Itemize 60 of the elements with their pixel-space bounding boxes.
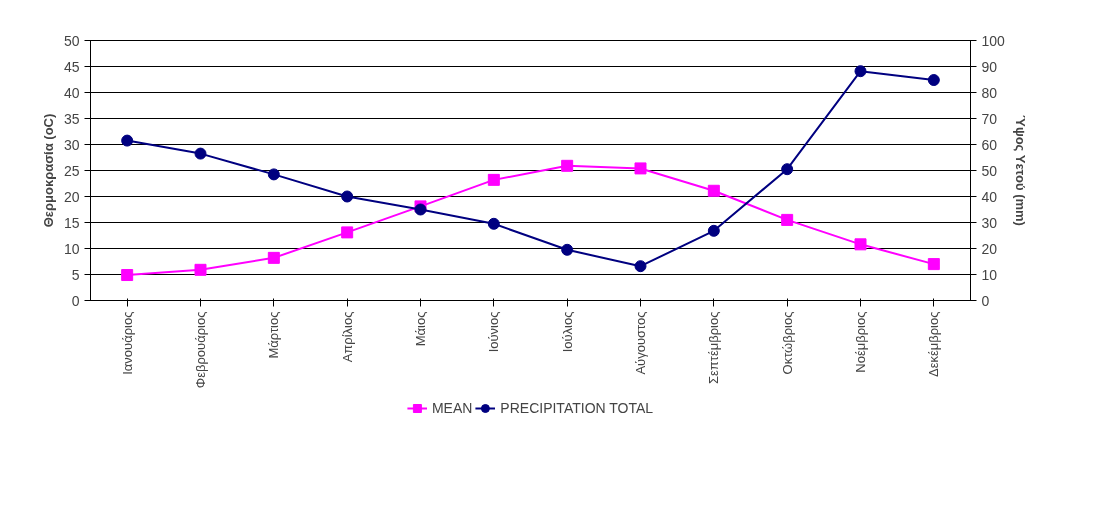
y-tick-label: 50 xyxy=(63,32,80,49)
x-tick-label: Νοέμβριος xyxy=(853,311,868,373)
point xyxy=(267,168,280,181)
point xyxy=(561,243,574,256)
point xyxy=(707,224,720,237)
y2-tick-label: 30 xyxy=(981,214,998,231)
y-tick-label: 15 xyxy=(63,214,80,231)
point xyxy=(194,263,207,276)
point xyxy=(781,213,794,226)
y2-tick-label: 90 xyxy=(981,58,998,75)
x-tick-label: Δεκέμβριος xyxy=(926,311,942,378)
y-tick-label: 20 xyxy=(63,188,80,205)
x-tick-label: Φεβρουάριος xyxy=(193,311,208,389)
y2-tick-label: 10 xyxy=(981,266,998,283)
point xyxy=(927,258,940,271)
y2-tick-label: 60 xyxy=(981,136,998,153)
x-tick-label: Ιανουάριος xyxy=(119,311,135,375)
point xyxy=(341,226,354,239)
point xyxy=(121,269,134,282)
point xyxy=(267,251,280,264)
y2-tick-label: 50 xyxy=(981,162,998,179)
y2-tick-label: 80 xyxy=(981,84,998,101)
legend-label: MEAN xyxy=(431,400,473,416)
x-tick-label: Σεπτέμβριος xyxy=(706,311,722,384)
y-axis-title: Θερμοκρασία (oC) xyxy=(40,113,56,228)
legend-label: PRECIPITATION TOTAL xyxy=(500,400,654,416)
y-tick-label: 25 xyxy=(63,162,80,179)
x-tick-label: Ιούλιος xyxy=(559,311,575,353)
point xyxy=(561,159,574,172)
point xyxy=(194,147,207,160)
x-tick-label: Μάρτιος xyxy=(266,311,282,359)
point xyxy=(854,65,867,78)
point xyxy=(487,217,500,230)
point xyxy=(927,74,940,87)
y-tick-label: 5 xyxy=(71,266,80,283)
y2-tick-label: 0 xyxy=(981,292,990,309)
x-tick-label: Ιούνιος xyxy=(486,311,502,353)
point xyxy=(341,190,354,203)
x-tick-label: Οκτώβριος xyxy=(779,311,795,375)
x-tick-label: Αύγουστος xyxy=(633,311,648,375)
y-tick-label: 35 xyxy=(63,110,80,127)
point xyxy=(487,173,500,186)
y2-tick-label: 40 xyxy=(981,188,998,205)
point xyxy=(634,260,647,273)
point xyxy=(707,184,720,197)
y-tick-label: 45 xyxy=(63,58,80,75)
y-tick-label: 40 xyxy=(63,84,80,101)
point xyxy=(854,238,867,251)
point xyxy=(781,163,794,176)
y-tick-label: 10 xyxy=(63,240,80,257)
y2-tick-label: 100 xyxy=(981,32,1006,49)
point xyxy=(121,134,134,147)
x-tick-label: Μάιος xyxy=(413,311,428,347)
y-tick-label: 30 xyxy=(63,136,80,153)
point xyxy=(634,162,647,175)
x-tick-label: Απρίλιος xyxy=(339,311,355,363)
y2-tick-label: 70 xyxy=(981,110,998,127)
y2-axis-title: Ύψος Υετού (mm) xyxy=(1012,114,1028,226)
y2-tick-label: 20 xyxy=(981,240,998,257)
y-tick-label: 0 xyxy=(71,292,80,309)
